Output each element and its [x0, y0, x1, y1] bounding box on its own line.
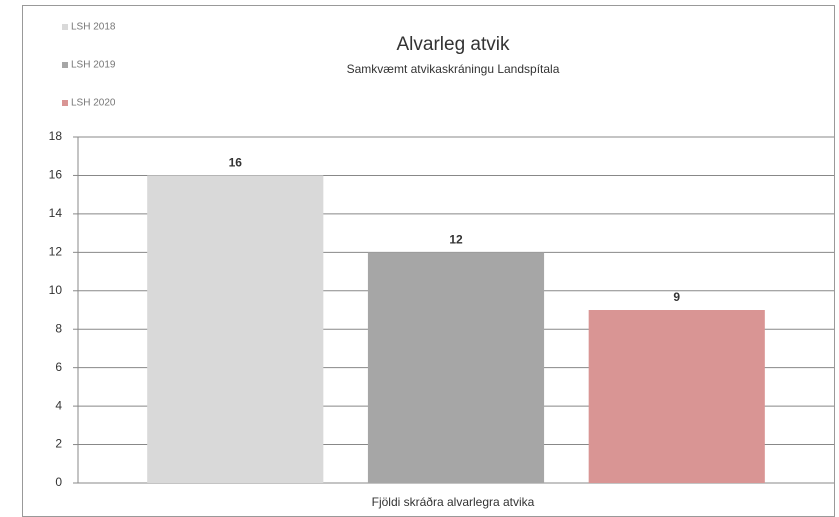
bar [147, 175, 324, 483]
y-tick-label: 0 [55, 475, 62, 489]
y-tick-label: 8 [55, 321, 62, 335]
x-axis-label: Fjöldi skráðra alvarlegra atvika [372, 495, 535, 509]
chart-title: Alvarleg atvik [397, 34, 510, 55]
legend-swatch [62, 24, 68, 30]
y-tick-label: 4 [55, 398, 62, 412]
legend-swatch [62, 100, 68, 106]
legend-label: LSH 2020 [71, 98, 116, 109]
y-tick-label: 6 [55, 360, 62, 374]
data-label: 9 [673, 290, 680, 304]
y-tick-label: 14 [49, 206, 63, 220]
y-tick-label: 2 [55, 437, 62, 451]
y-tick-label: 16 [49, 168, 63, 182]
legend-label: LSH 2018 [71, 22, 116, 33]
bar [367, 252, 545, 483]
data-label: 12 [449, 233, 463, 247]
bar [588, 310, 765, 483]
y-tick-label: 18 [49, 129, 63, 143]
y-tick-label: 10 [49, 283, 63, 297]
data-label: 16 [229, 156, 243, 170]
legend-label: LSH 2019 [71, 60, 116, 71]
legend-swatch [62, 62, 68, 68]
y-tick-label: 12 [49, 245, 63, 259]
chart-subtitle: Samkvæmt atvikaskráningu Landspítala [347, 62, 560, 76]
